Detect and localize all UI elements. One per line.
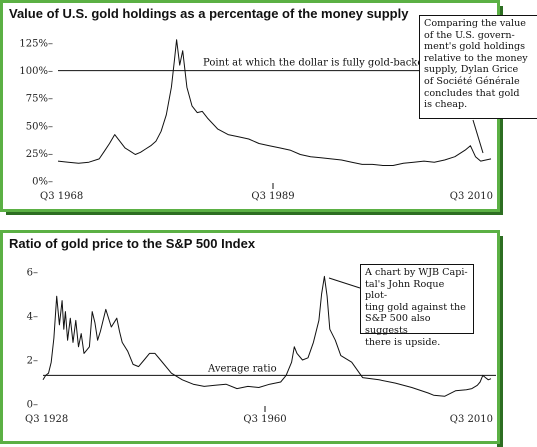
x-tick-label: Q3 1928 — [25, 414, 68, 425]
gold-sp500-chart-panel: Ratio of gold price to the S&P 500 Index… — [0, 230, 500, 444]
y-tick-label: 100%– — [19, 66, 53, 77]
gold-sp500-ratio-chart: 6– 4– 2– 0– Average ratio Q3 1928 Q3 1960 Q3 20… — [25, 268, 496, 425]
y-tick-label: 4– — [27, 312, 38, 323]
chart-title: Value of U.S. gold holdings as a percent… — [9, 6, 409, 21]
chart-callout: A chart by WJB Capi- tal's John Roque pl… — [360, 264, 474, 348]
callout-leader — [328, 277, 361, 289]
gold-holdings-chart: 125%– 100%– 75%– 50%– 25%– 0%– Point at which … — [19, 39, 496, 202]
series-line — [57, 39, 492, 166]
y-tick-label: 125%– — [19, 39, 53, 50]
x-tick-label: Q3 1960 — [243, 414, 286, 425]
x-tick-label: Q3 2010 — [450, 414, 493, 425]
chart-title: Ratio of gold price to the S&P 500 Index — [9, 236, 256, 251]
reference-line-label: Average ratio — [207, 363, 277, 374]
reference-line-label: Point at which the dollar is fully gold-… — [203, 58, 430, 69]
x-tick-label: Q3 1989 — [251, 191, 294, 202]
y-tick-label: 2– — [27, 356, 38, 367]
gold-holdings-chart-panel: Value of U.S. gold holdings as a percent… — [0, 0, 537, 212]
chart-callout: Comparing the value of the U.S. govern- … — [419, 15, 537, 119]
x-tick-label: Q3 1968 — [40, 191, 83, 202]
y-tick-label: 0– — [27, 400, 38, 411]
y-tick-label: 6– — [27, 268, 38, 279]
y-tick-label: 50%– — [26, 121, 53, 132]
y-tick-label: 75%– — [26, 94, 53, 105]
series-line — [42, 275, 492, 397]
y-tick-label: 0%– — [32, 177, 53, 188]
callout-leader — [472, 119, 484, 154]
x-tick-label: Q3 2010 — [450, 191, 493, 202]
y-tick-label: 25%– — [26, 149, 53, 160]
